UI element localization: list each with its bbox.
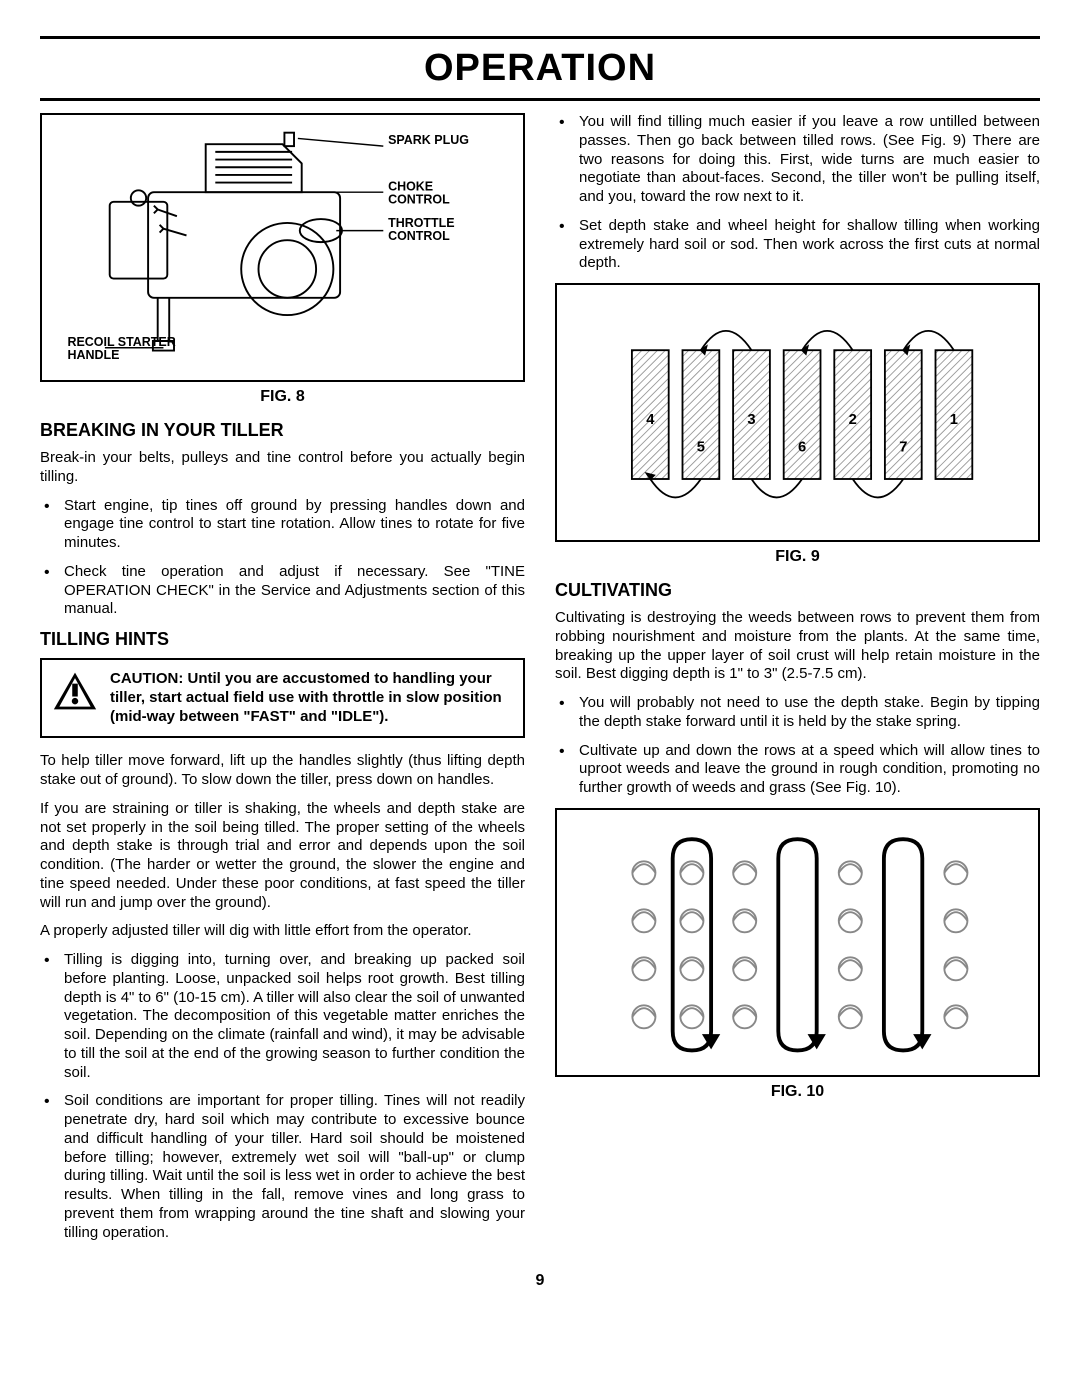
label-throttle-1: THROTTLE	[388, 216, 455, 230]
tilling-p3: A properly adjusted tiller will dig with…	[40, 922, 525, 941]
fig9-cell: 2	[849, 412, 857, 428]
list-item: You will probably not need to use the de…	[555, 694, 1040, 732]
label-choke-2: CONTROL	[388, 193, 450, 207]
right-top-bullets: You will find tilling much easier if you…	[555, 113, 1040, 273]
list-item: Set depth stake and wheel height for sha…	[555, 217, 1040, 273]
page-title: OPERATION	[40, 47, 1040, 90]
list-item: Soil conditions are important for proper…	[40, 1092, 525, 1242]
two-column-layout: SPARK PLUG CHOKE CONTROL THROTTLE CONTRO…	[40, 113, 1040, 1252]
fig9-caption: FIG. 9	[555, 548, 1040, 566]
fig8-box: SPARK PLUG CHOKE CONTROL THROTTLE CONTRO…	[40, 113, 525, 382]
rule-top	[40, 36, 1040, 39]
caution-box: CAUTION: Until you are accustomed to han…	[40, 658, 525, 738]
warning-icon	[52, 670, 98, 712]
label-recoil-2: HANDLE	[67, 348, 119, 362]
heading-tilling-hints: TILLING HINTS	[40, 629, 525, 650]
heading-breaking-in: BREAKING IN YOUR TILLER	[40, 420, 525, 441]
label-spark-plug: SPARK PLUG	[388, 133, 469, 147]
caution-text: CAUTION: Until you are accustomed to han…	[110, 670, 513, 726]
list-item: Start engine, tip tines off ground by pr…	[40, 497, 525, 553]
rule-under-title	[40, 98, 1040, 101]
breaking-in-bullets: Start engine, tip tines off ground by pr…	[40, 497, 525, 620]
fig9-cell: 1	[950, 412, 958, 428]
fig9-box: 4 3 2 1 5 6 7	[555, 283, 1040, 542]
engine-diagram: SPARK PLUG CHOKE CONTROL THROTTLE CONTRO…	[52, 125, 513, 365]
list-item: Check tine operation and adjust if neces…	[40, 563, 525, 619]
list-item: Cultivate up and down the rows at a spee…	[555, 742, 1040, 798]
label-recoil-1: RECOIL STARTER	[67, 335, 175, 349]
fig10-diagram	[567, 820, 1028, 1060]
fig9-cell: 4	[646, 412, 655, 428]
page-number: 9	[40, 1272, 1040, 1290]
cultivating-intro: Cultivating is destroying the weeds betw…	[555, 609, 1040, 684]
fig9-cell: 3	[747, 412, 755, 428]
list-item: Tilling is digging into, turning over, a…	[40, 951, 525, 1082]
list-item: You will find tilling much easier if you…	[555, 113, 1040, 207]
breaking-in-intro: Break-in your belts, pulleys and tine co…	[40, 449, 525, 487]
tilling-bullets: Tilling is digging into, turning over, a…	[40, 951, 525, 1242]
fig8-caption: FIG. 8	[40, 388, 525, 406]
fig9-cell: 6	[798, 439, 806, 455]
heading-cultivating: CULTIVATING	[555, 580, 1040, 601]
fig9-diagram: 4 3 2 1 5 6 7	[567, 295, 1028, 525]
tilling-p1: To help tiller move forward, lift up the…	[40, 752, 525, 790]
cultivating-bullets: You will probably not need to use the de…	[555, 694, 1040, 798]
fig10-caption: FIG. 10	[555, 1083, 1040, 1101]
label-choke-1: CHOKE	[388, 179, 433, 193]
tilling-p2: If you are straining or tiller is shakin…	[40, 800, 525, 913]
fig9-cell: 5	[697, 439, 705, 455]
fig9-cell: 7	[899, 439, 907, 455]
label-throttle-2: CONTROL	[388, 229, 450, 243]
right-column: You will find tilling much easier if you…	[555, 113, 1040, 1252]
left-column: SPARK PLUG CHOKE CONTROL THROTTLE CONTRO…	[40, 113, 525, 1252]
fig10-box	[555, 808, 1040, 1077]
